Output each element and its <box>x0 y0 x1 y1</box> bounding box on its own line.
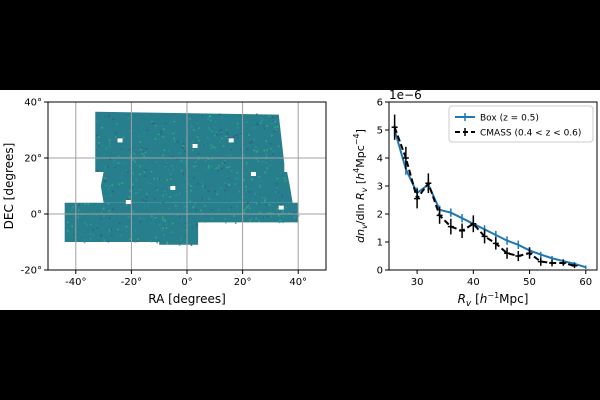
void-function-plot: 30 40 50 60 0 1 2 3 4 5 6 1e−6 Box (z = 0.5) CMASS… <box>352 90 598 309</box>
legend-box <box>448 105 594 143</box>
sky-map-y-tick-label: 0° <box>31 210 42 221</box>
footprint-mask-hole <box>228 138 234 143</box>
footprint-mask-hole <box>125 200 131 204</box>
figure-svg: -40° -20° 0° 20° 40° -20° 0° 20° 40° RA [degree… <box>2 90 598 309</box>
void-function-y-tick-label: 4 <box>377 154 383 165</box>
void-function-y-tick-label: 2 <box>377 210 383 221</box>
footprint-mask-hole <box>170 186 176 190</box>
sky-map-x-tick-label: 20° <box>234 277 252 288</box>
void-function-y-tick-label: 5 <box>377 126 383 137</box>
sky-map-x-tick-label: -20° <box>121 277 142 288</box>
void-function-y-tick-label: 6 <box>377 98 383 109</box>
footprint-upper-region <box>95 111 285 172</box>
footprint-middle-region <box>100 172 293 203</box>
void-function-x-tick-label: 30 <box>411 277 424 288</box>
sky-map-y-tick-label: 20° <box>24 154 42 165</box>
legend-entry: Box (z = 0.5) <box>480 114 539 124</box>
void-function-x-tick-label: 60 <box>579 277 592 288</box>
sky-map-y-ticks: -20° 0° 20° 40° <box>21 98 48 277</box>
void-function-y-ticks: 0 1 2 3 4 5 6 <box>377 98 389 277</box>
sky-map-y-tick-label: -20° <box>21 266 42 277</box>
void-function-y-tick-label: 0 <box>377 266 383 277</box>
legend-entry: CMASS (0.4 < z < 0.6) <box>480 129 581 139</box>
void-function-x-label: Rv [h−1Mpc] <box>458 291 529 309</box>
sky-map-plot: -40° -20° 0° 20° 40° -20° 0° 20° 40° RA [degree… <box>2 98 327 306</box>
footprint-mask-hole <box>278 205 284 210</box>
void-function-y-tick-label: 1 <box>377 238 383 249</box>
footprint-mask-hole <box>250 172 256 176</box>
void-function-y-tick-label: 3 <box>377 182 383 193</box>
void-function-x-tick-label: 50 <box>523 277 536 288</box>
survey-footprint <box>64 111 300 247</box>
series-line <box>393 129 587 269</box>
sky-map-x-tick-label: 0° <box>181 277 192 288</box>
sky-map-x-ticks: -40° -20° 0° 20° 40° <box>65 270 307 288</box>
series-line <box>393 126 575 267</box>
footprint-mask-hole <box>192 144 198 148</box>
void-function-series <box>391 114 587 269</box>
legend: Box (z = 0.5) CMASS (0.4 < z < 0.6) <box>448 105 594 143</box>
sky-map-y-label: DEC [degrees] <box>2 143 16 230</box>
sky-map-x-tick-label: 40° <box>289 277 307 288</box>
void-function-y-label: dnv/dln Rv [h4Mpc−4] <box>352 129 369 243</box>
sky-map-y-tick-label: 40° <box>24 98 42 109</box>
footprint-lower-region <box>64 202 299 245</box>
sky-map-x-label: RA [degrees] <box>148 292 226 306</box>
series-box <box>393 124 587 269</box>
footprint-mask-hole <box>117 138 123 143</box>
series-cmass <box>391 114 578 269</box>
void-function-x-ticks: 30 40 50 60 <box>411 270 592 288</box>
figure-panel: -40° -20° 0° 20° 40° -20° 0° 20° 40° RA [degree… <box>0 90 600 310</box>
void-function-x-tick-label: 40 <box>467 277 480 288</box>
sky-map-x-tick-label: -40° <box>65 277 86 288</box>
y-offset-text: 1e−6 <box>389 90 422 102</box>
